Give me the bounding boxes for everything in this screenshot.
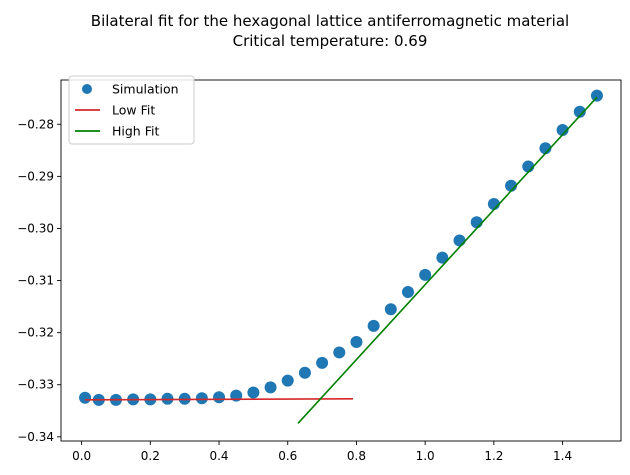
chart-subtitle: Critical temperature: 0.69 [233,32,428,50]
data-point [350,336,363,349]
data-point [281,374,294,387]
plot-frame [60,79,622,442]
y-tick-label: −0.28 [17,117,54,131]
x-tick-label: 0.6 [278,449,297,463]
legend: Simulation Low Fit High Fit [68,75,195,145]
chart-title: Bilateral fit for the hexagonal lattice … [91,12,569,30]
data-point [436,251,449,264]
x-tick-label: 1.2 [484,449,503,463]
x-tick-label: 0.4 [209,449,228,463]
x-tick-label: 0.0 [72,449,91,463]
data-point [384,303,397,316]
data-point [316,356,329,369]
data-point [453,234,466,247]
data-point [367,319,380,332]
y-tick-label: −0.30 [17,221,54,235]
y-tick-label: −0.32 [17,326,54,340]
data-point [79,391,92,404]
data-point [195,392,208,405]
y-tick-label: −0.33 [17,378,54,392]
series-line-low-fit [85,398,354,401]
data-point [573,105,586,118]
x-tick-label: 1.0 [416,449,435,463]
legend-marker [82,84,92,94]
legend-box [68,75,195,145]
x-tick-label: 0.2 [141,449,160,463]
axes-layer: 0.0 0.2 0.4 0.6 0.8 1.0 1.2 1.4 −0.34 −0.33 −0.32 −… [17,79,622,463]
data-point [298,366,311,379]
data-point [419,268,432,281]
x-tick-label: 1.4 [553,449,572,463]
data-point [264,381,277,394]
legend-label: Simulation [112,82,179,97]
legend-label: High Fit [112,124,159,139]
y-tick-label: −0.29 [17,169,54,183]
series-simulation [79,89,603,406]
data-layer [79,89,603,424]
data-point [470,216,483,229]
series-line-high-fit [297,96,598,424]
data-point [213,391,226,404]
y-tick-label: −0.31 [17,274,54,288]
data-point [401,286,414,299]
data-point [247,386,260,399]
data-point [333,346,346,359]
data-point [556,124,569,137]
y-tick-label: −0.34 [17,430,54,444]
data-point [590,89,603,102]
legend-label: Low Fit [112,103,155,118]
x-tick-label: 0.8 [347,449,366,463]
